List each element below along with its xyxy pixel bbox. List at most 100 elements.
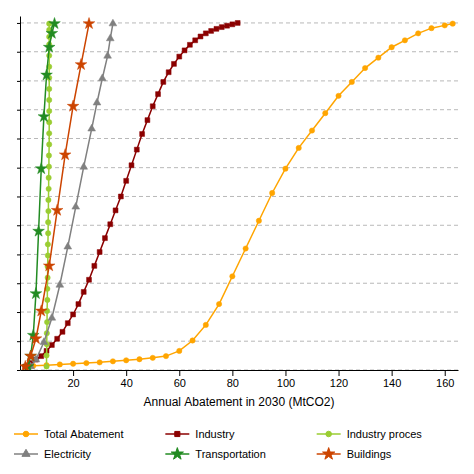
marker <box>88 124 96 131</box>
marker <box>46 186 51 191</box>
marker <box>81 289 86 294</box>
x-tick-mark <box>179 370 180 376</box>
marker <box>145 118 150 123</box>
y-tick-mark <box>17 168 20 169</box>
marker <box>182 48 187 53</box>
marker <box>45 231 50 236</box>
marker <box>109 19 117 26</box>
marker <box>156 92 161 97</box>
x-tick-mark <box>445 370 446 376</box>
marker <box>39 354 44 359</box>
grid-line <box>20 312 458 313</box>
marker <box>102 236 107 241</box>
marker <box>172 61 177 66</box>
marker <box>75 58 87 69</box>
legend-label: Electricity <box>44 448 92 460</box>
marker <box>161 79 166 84</box>
x-tick-mark <box>232 370 233 376</box>
x-tick-mark <box>285 370 286 376</box>
legend-item: Total Abatement <box>14 428 124 440</box>
legend-marker <box>22 449 30 456</box>
grid-line <box>20 341 458 342</box>
x-tick-label: 120 <box>330 377 348 389</box>
marker <box>283 166 288 171</box>
x-tick: 160 <box>436 370 454 389</box>
marker <box>35 305 47 316</box>
series <box>20 18 95 370</box>
y-tick <box>17 283 20 284</box>
x-tick: 60 <box>174 370 186 389</box>
marker <box>106 34 114 41</box>
legend-item: Industry <box>165 428 235 440</box>
marker <box>72 202 80 209</box>
marker <box>416 31 421 36</box>
marker <box>49 343 54 348</box>
legend-item: Transportation <box>165 448 266 460</box>
legend-item: Industry proces <box>317 428 423 440</box>
grid-line <box>20 51 458 52</box>
chart: 20406080100120140160Annual Abatement in … <box>0 0 474 474</box>
marker <box>30 288 42 299</box>
marker <box>47 142 52 147</box>
marker <box>362 65 367 70</box>
y-axis <box>17 17 21 371</box>
x-tick: 40 <box>121 370 133 389</box>
marker <box>113 208 118 213</box>
grid-line <box>20 225 458 226</box>
marker <box>67 100 79 111</box>
marker <box>33 225 45 236</box>
x-tick-mark <box>126 370 127 376</box>
marker <box>60 329 65 334</box>
legend-marker <box>23 431 29 437</box>
marker <box>429 26 434 31</box>
legend-item: Buildings <box>317 448 392 460</box>
marker <box>163 353 168 358</box>
marker <box>83 18 95 29</box>
marker <box>177 348 182 353</box>
y-tick <box>17 81 20 82</box>
marker <box>93 98 101 105</box>
marker <box>65 321 70 326</box>
series <box>22 18 60 370</box>
marker <box>45 220 50 225</box>
marker <box>40 338 48 345</box>
marker <box>80 162 88 169</box>
y-tick-mark <box>17 254 20 255</box>
x-axis: 20406080100120140160 <box>21 370 459 389</box>
marker <box>55 336 60 341</box>
marker <box>64 242 72 249</box>
legend: Total Abatement Industry Industry proces El… <box>14 428 422 460</box>
marker <box>20 360 31 370</box>
marker <box>46 208 51 213</box>
line <box>25 24 452 367</box>
x-tick-label: 40 <box>121 377 133 389</box>
legend-label: Buildings <box>347 448 392 460</box>
y-tick <box>17 196 20 197</box>
plot-area <box>20 18 455 370</box>
y-tick-mark <box>17 23 20 24</box>
grid <box>20 23 458 370</box>
grid-line <box>20 283 458 284</box>
line <box>25 23 237 367</box>
marker <box>47 108 52 113</box>
marker <box>118 194 123 199</box>
x-tick-label: 80 <box>227 377 239 389</box>
y-tick <box>17 370 20 371</box>
grid-line <box>20 254 458 255</box>
marker <box>150 104 155 109</box>
marker <box>140 132 145 137</box>
marker <box>45 242 50 247</box>
marker <box>76 302 81 307</box>
x-tick-label: 20 <box>67 377 79 389</box>
marker <box>124 358 129 363</box>
marker <box>450 21 455 26</box>
y-tick-mark <box>17 370 20 371</box>
marker <box>235 20 240 25</box>
x-axis-title: Annual Abatement in 2030 (MtCO2) <box>144 395 335 409</box>
marker <box>225 23 230 28</box>
marker <box>137 357 142 362</box>
line <box>28 24 55 367</box>
marker <box>41 69 53 80</box>
y-tick-mark <box>17 341 20 342</box>
marker <box>349 79 354 84</box>
